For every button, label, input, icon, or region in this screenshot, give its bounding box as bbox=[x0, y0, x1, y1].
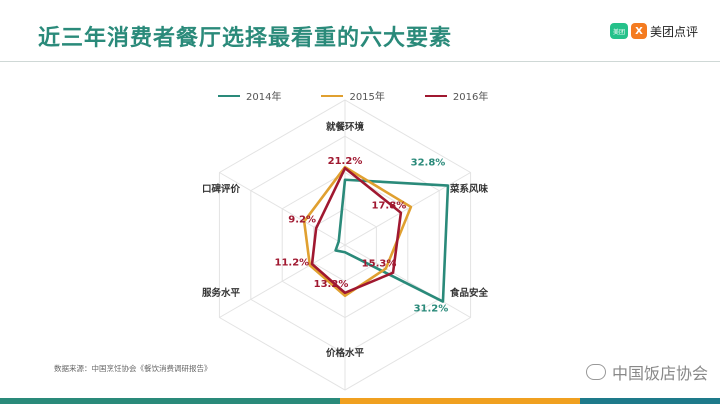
chart-legend: 2014年 2015年 2016年 bbox=[218, 88, 488, 103]
data-label-2: 17.8% bbox=[372, 201, 407, 212]
axis-spoke-5 bbox=[219, 172, 346, 246]
data-label-3: 31.2% bbox=[414, 304, 449, 315]
legend-item-2015: 2015年 bbox=[321, 88, 385, 103]
axis-label-1: 菜系风味 bbox=[449, 183, 489, 195]
series-line-2 bbox=[310, 166, 403, 295]
legend-label-2015: 2015年 bbox=[349, 92, 385, 103]
dianping-icon: X bbox=[630, 23, 647, 39]
axis-spoke-1 bbox=[344, 172, 471, 246]
title-divider bbox=[0, 61, 720, 62]
watermark: 中国饭店协会 bbox=[585, 360, 708, 384]
meituan-icon: 美团 bbox=[609, 23, 628, 39]
axis-label-0: 就餐环境 bbox=[326, 121, 365, 133]
bottom-accent-bar bbox=[0, 398, 720, 404]
axis-label-4: 服务水平 bbox=[202, 287, 241, 299]
data-label-4: 15.3% bbox=[362, 259, 397, 270]
brand-name: 美团点评 bbox=[649, 24, 698, 39]
axis-spoke-4 bbox=[219, 244, 346, 318]
page-title: 近三年消费者餐厅选择最看重的六大要素 bbox=[38, 26, 453, 51]
wechat-icon bbox=[585, 364, 606, 380]
axis-label-2: 食品安全 bbox=[449, 287, 489, 299]
axis-spoke-2 bbox=[344, 244, 471, 318]
legend-swatch-2016 bbox=[424, 94, 447, 97]
data-label-5: 13.2% bbox=[314, 279, 349, 290]
data-label-7: 9.2% bbox=[288, 214, 316, 225]
legend-label-2014: 2014年 bbox=[246, 92, 282, 103]
series-line-1 bbox=[302, 165, 413, 298]
data-label-6: 11.2% bbox=[274, 257, 309, 268]
legend-swatch-2015 bbox=[321, 94, 344, 97]
axis-label-3: 价格水平 bbox=[326, 347, 365, 359]
data-label-0: 21.2% bbox=[328, 156, 363, 167]
legend-item-2016: 2016年 bbox=[424, 88, 489, 103]
series-line-0 bbox=[334, 178, 450, 303]
watermark-text: 中国饭店协会 bbox=[611, 364, 708, 383]
legend-swatch-2014 bbox=[218, 94, 240, 97]
legend-label-2016: 2016年 bbox=[452, 92, 489, 103]
data-source-note: 数据来源：中国烹饪协会《餐饮消费调研报告》 bbox=[54, 364, 212, 373]
axis-label-5: 口碑评价 bbox=[202, 183, 241, 195]
brand-logo: 美团 X 美团点评 bbox=[609, 20, 698, 42]
legend-item-2014: 2014年 bbox=[218, 88, 281, 103]
data-label-1: 32.8% bbox=[411, 158, 446, 169]
